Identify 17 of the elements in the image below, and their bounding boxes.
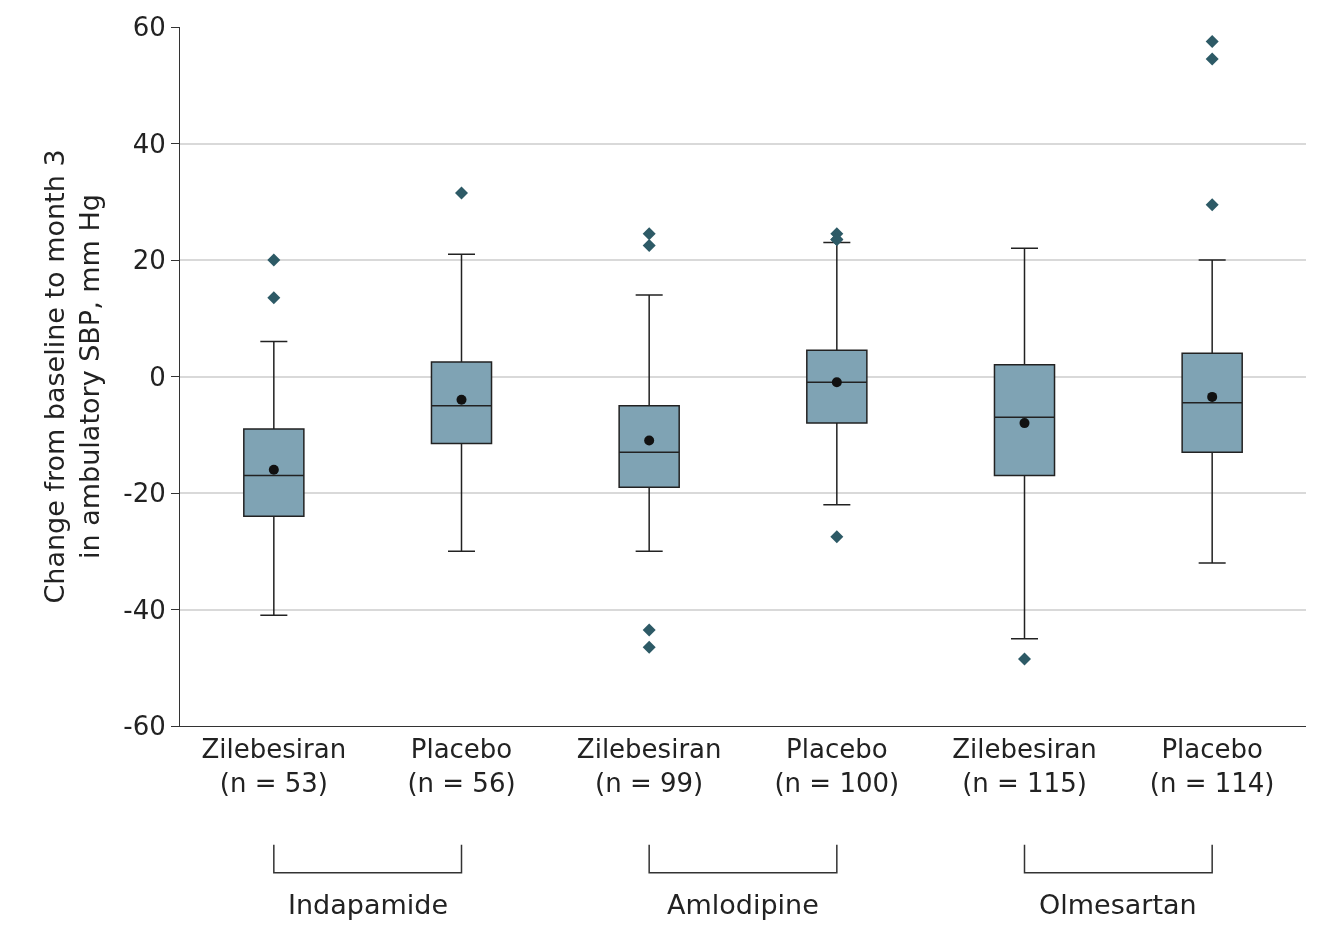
x-tick-label: Placebo (n = 56)	[407, 734, 516, 798]
y-tick-label: -20	[123, 478, 166, 509]
y-tick-label: 0	[149, 361, 166, 392]
y-axis-title: Change from baseline to month 3 in ambulatory SBP, mm Hg	[39, 149, 106, 604]
y-tick-label: 20	[132, 245, 166, 276]
y-tick-label: -40	[123, 594, 166, 625]
y-tick-label: 40	[132, 128, 166, 159]
text: Amlodipine	[667, 889, 819, 920]
x-tick-label: Zilebesiran (n = 115)	[952, 734, 1097, 798]
y-tick-label: 60	[132, 12, 166, 43]
x-tick-label: Zilebesiran (n = 53)	[201, 734, 347, 798]
y-tick-label: -60	[123, 711, 166, 742]
text: Indapamide	[288, 889, 448, 920]
text: Olmesartan	[1039, 889, 1197, 920]
x-tick-label: Zilebesiran (n = 99)	[576, 734, 722, 798]
x-tick-label: Placebo (n = 114)	[1149, 734, 1275, 798]
x-tick-label: Placebo (n = 100)	[774, 734, 900, 798]
